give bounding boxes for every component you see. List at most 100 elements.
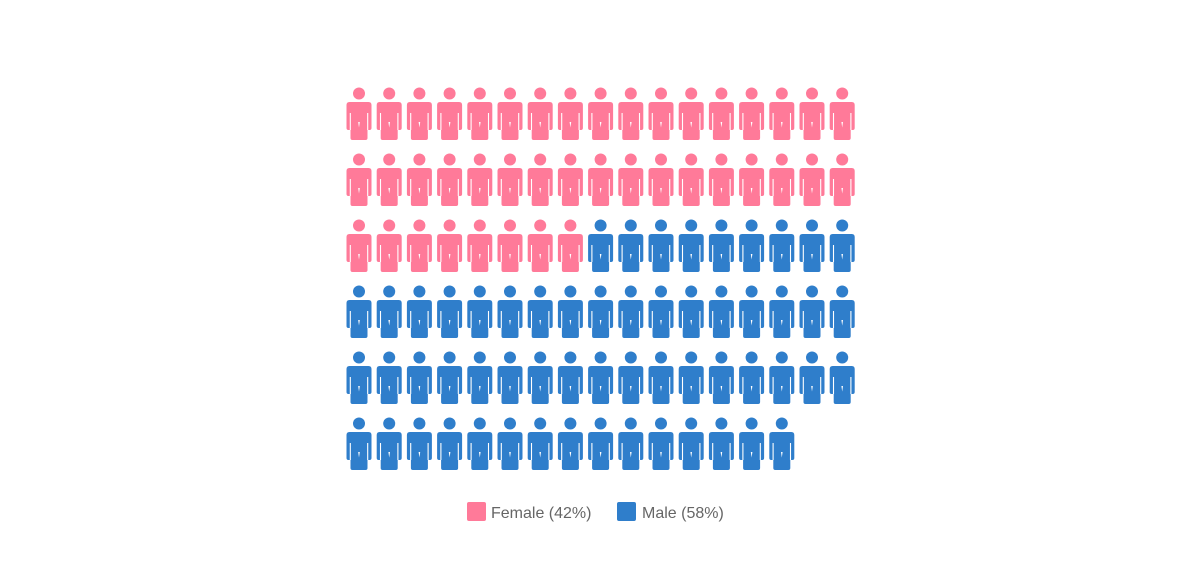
person-icon	[437, 351, 463, 404]
legend-label-male: Male (58%)	[642, 505, 724, 522]
person-icon	[406, 285, 432, 338]
person-icon	[527, 285, 553, 338]
legend-item-male[interactable]: Male (58%)	[617, 502, 724, 522]
person-icon	[346, 285, 372, 338]
legend-label-female: Female (42%)	[491, 505, 591, 522]
person-icon	[708, 153, 734, 206]
person-icon	[557, 417, 583, 470]
person-icon	[557, 87, 583, 140]
person-icon	[557, 153, 583, 206]
person-icon	[799, 153, 825, 206]
person-icon	[739, 87, 765, 140]
person-icon	[739, 417, 765, 470]
person-icon	[406, 351, 432, 404]
person-icon	[829, 285, 855, 338]
person-icon	[829, 87, 855, 140]
person-icon	[588, 153, 614, 206]
person-icon	[406, 87, 432, 140]
person-icon	[467, 285, 493, 338]
person-icon	[376, 417, 402, 470]
person-icon	[437, 285, 463, 338]
person-icon	[739, 153, 765, 206]
legend-item-female[interactable]: Female (42%)	[467, 502, 591, 522]
person-icon	[618, 87, 644, 140]
person-icon	[588, 285, 614, 338]
person-icon	[769, 285, 795, 338]
person-icon	[618, 417, 644, 470]
person-icon	[739, 219, 765, 272]
person-icon	[829, 351, 855, 404]
person-icon	[708, 285, 734, 338]
person-icon	[346, 153, 372, 206]
person-icon	[406, 417, 432, 470]
person-icon	[648, 351, 674, 404]
person-icon	[648, 153, 674, 206]
person-icon	[678, 87, 704, 140]
person-icon	[739, 285, 765, 338]
person-icon	[588, 351, 614, 404]
person-icon	[708, 417, 734, 470]
person-icon	[406, 219, 432, 272]
person-icon	[346, 351, 372, 404]
person-icon	[497, 153, 523, 206]
person-icon	[648, 219, 674, 272]
person-icon	[346, 87, 372, 140]
person-icon	[618, 285, 644, 338]
person-icon	[527, 351, 553, 404]
person-icon	[497, 351, 523, 404]
person-icon	[467, 417, 493, 470]
person-icon	[406, 153, 432, 206]
person-icon	[769, 87, 795, 140]
person-icon	[557, 219, 583, 272]
person-icon	[527, 153, 553, 206]
person-icon	[678, 351, 704, 404]
legend-swatch-female	[467, 502, 486, 521]
person-icon	[346, 219, 372, 272]
person-icon	[467, 351, 493, 404]
person-icon	[618, 153, 644, 206]
legend-swatch-male	[617, 502, 636, 521]
person-icon	[678, 219, 704, 272]
person-icon	[527, 87, 553, 140]
person-icon	[376, 153, 402, 206]
person-icon	[618, 219, 644, 272]
person-icon	[769, 153, 795, 206]
person-icon	[769, 417, 795, 470]
person-icon	[588, 219, 614, 272]
person-icon	[376, 285, 402, 338]
person-icon	[437, 153, 463, 206]
person-icon	[376, 87, 402, 140]
person-icon	[678, 285, 704, 338]
person-icon	[799, 87, 825, 140]
person-icon	[557, 351, 583, 404]
person-icon	[557, 285, 583, 338]
person-icon	[467, 219, 493, 272]
person-icon	[527, 219, 553, 272]
person-icon	[346, 417, 372, 470]
person-icon	[618, 351, 644, 404]
person-icon-grid	[346, 87, 855, 470]
person-icon	[467, 153, 493, 206]
person-icon	[769, 219, 795, 272]
person-icon	[497, 219, 523, 272]
person-icon	[799, 285, 825, 338]
person-icon	[769, 351, 795, 404]
person-icon	[678, 153, 704, 206]
person-icon	[739, 351, 765, 404]
person-icon	[376, 219, 402, 272]
person-icon	[708, 219, 734, 272]
person-icon	[829, 219, 855, 272]
person-icon	[497, 87, 523, 140]
person-icon	[527, 417, 553, 470]
person-icon	[648, 87, 674, 140]
person-icon	[648, 417, 674, 470]
person-icon	[648, 285, 674, 338]
person-icon	[829, 153, 855, 206]
person-icon	[799, 219, 825, 272]
person-icon	[678, 417, 704, 470]
person-icon	[588, 87, 614, 140]
legend: Female (42%) Male (58%)	[467, 502, 724, 522]
person-icon	[799, 351, 825, 404]
person-icon	[467, 87, 493, 140]
